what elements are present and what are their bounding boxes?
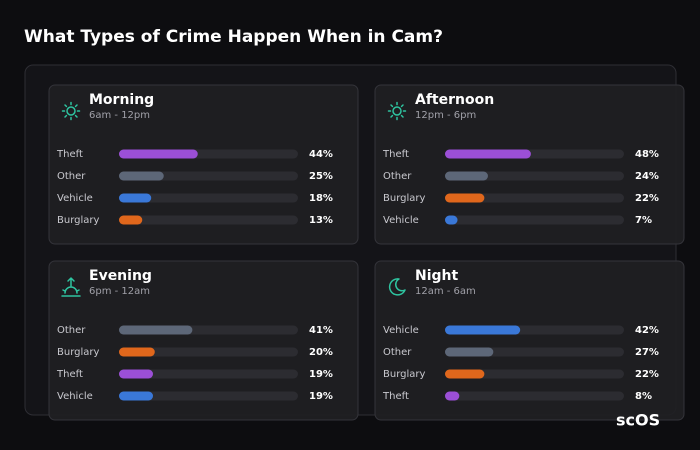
value-label: 44%: [309, 149, 333, 160]
value-label: 7%: [635, 215, 652, 226]
card-title: Afternoon: [415, 92, 494, 108]
card-icon: [61, 276, 81, 297]
card-icon: [387, 101, 407, 121]
card: Night 12am - 6am Vehicle 42% Other 27% Burglar…: [374, 260, 685, 421]
icon: [61, 276, 81, 297]
value-label: 27%: [635, 347, 659, 358]
icon: [74, 104, 78, 108]
value-label: 24%: [635, 171, 659, 182]
icon: [64, 104, 68, 108]
card-subtitle: 12pm - 6pm: [415, 110, 476, 121]
bar-track: [119, 193, 298, 203]
bar: [445, 325, 521, 335]
card-bg: [48, 260, 359, 421]
card-subtitle: 12am - 6am: [415, 286, 476, 297]
bar: [445, 347, 494, 357]
bar-track: [445, 215, 624, 225]
bar: [445, 215, 458, 225]
page-title: What Types of Crime Happen When in Cam?: [24, 27, 443, 47]
category-label: Theft: [382, 391, 409, 402]
icon: [390, 104, 394, 108]
value-label: 41%: [309, 325, 333, 336]
category-label: Other: [57, 171, 86, 182]
bar: [119, 171, 164, 181]
category-label: Theft: [56, 149, 83, 160]
icon: [390, 114, 394, 118]
bar: [119, 391, 154, 401]
card-title: Night: [415, 268, 459, 284]
icon: [392, 106, 402, 116]
category-label: Vehicle: [383, 325, 419, 336]
icon: [400, 114, 404, 118]
card-title: Morning: [89, 92, 154, 108]
value-label: 19%: [309, 369, 333, 380]
card-icon: [61, 101, 81, 121]
bar-track: [445, 171, 624, 181]
bar: [119, 193, 152, 203]
category-label: Other: [383, 347, 412, 358]
category-label: Other: [383, 171, 412, 182]
card-bg: [374, 260, 685, 421]
bar: [445, 193, 485, 203]
bar: [119, 215, 143, 225]
category-label: Theft: [382, 149, 409, 160]
value-label: 13%: [309, 215, 333, 226]
icon: [66, 106, 76, 116]
bar-track: [119, 171, 298, 181]
bar-track: [119, 215, 298, 225]
category-label: Other: [57, 325, 86, 336]
value-label: 19%: [309, 391, 333, 402]
bar: [119, 369, 154, 379]
bar-track: [445, 369, 624, 379]
category-label: Vehicle: [383, 215, 419, 226]
card-subtitle: 6pm - 12am: [89, 286, 150, 297]
category-label: Vehicle: [57, 391, 93, 402]
icon: [388, 278, 406, 296]
category-label: Burglary: [57, 347, 99, 358]
bar: [119, 149, 198, 159]
logo: scOS: [616, 411, 660, 430]
card-bg: [374, 84, 685, 245]
category-label: Burglary: [57, 215, 99, 226]
card: Evening 6pm - 12am Other 41% Burglary 20% Thef…: [48, 260, 359, 421]
bar: [445, 369, 485, 379]
value-label: 20%: [309, 347, 333, 358]
bar-track: [119, 347, 298, 357]
bar: [119, 325, 193, 335]
card-subtitle: 6am - 12pm: [89, 110, 150, 121]
card: Morning 6am - 12pm Theft 44% Other 25% Vehicle…: [48, 84, 359, 245]
bar-track: [445, 391, 624, 401]
value-label: 42%: [635, 325, 659, 336]
value-label: 22%: [635, 193, 659, 204]
bar-track: [119, 369, 298, 379]
category-label: Vehicle: [57, 193, 93, 204]
card: Afternoon 12pm - 6pm Theft 48% Other 24% Burgl…: [374, 84, 685, 245]
bar-track: [119, 391, 298, 401]
icon: [64, 114, 68, 118]
bar-track: [445, 193, 624, 203]
card-icon: [388, 278, 406, 296]
icon: [74, 114, 78, 118]
value-label: 22%: [635, 369, 659, 380]
bar: [445, 171, 488, 181]
bar: [445, 149, 531, 159]
value-label: 48%: [635, 149, 659, 160]
card-bg: [48, 84, 359, 245]
category-label: Burglary: [383, 369, 425, 380]
category-label: Burglary: [383, 193, 425, 204]
category-label: Theft: [56, 369, 83, 380]
value-label: 18%: [309, 193, 333, 204]
value-label: 25%: [309, 171, 333, 182]
bar: [119, 347, 155, 357]
card-title: Evening: [89, 268, 152, 284]
value-label: 8%: [635, 391, 652, 402]
bar: [445, 391, 460, 401]
icon: [400, 104, 404, 108]
